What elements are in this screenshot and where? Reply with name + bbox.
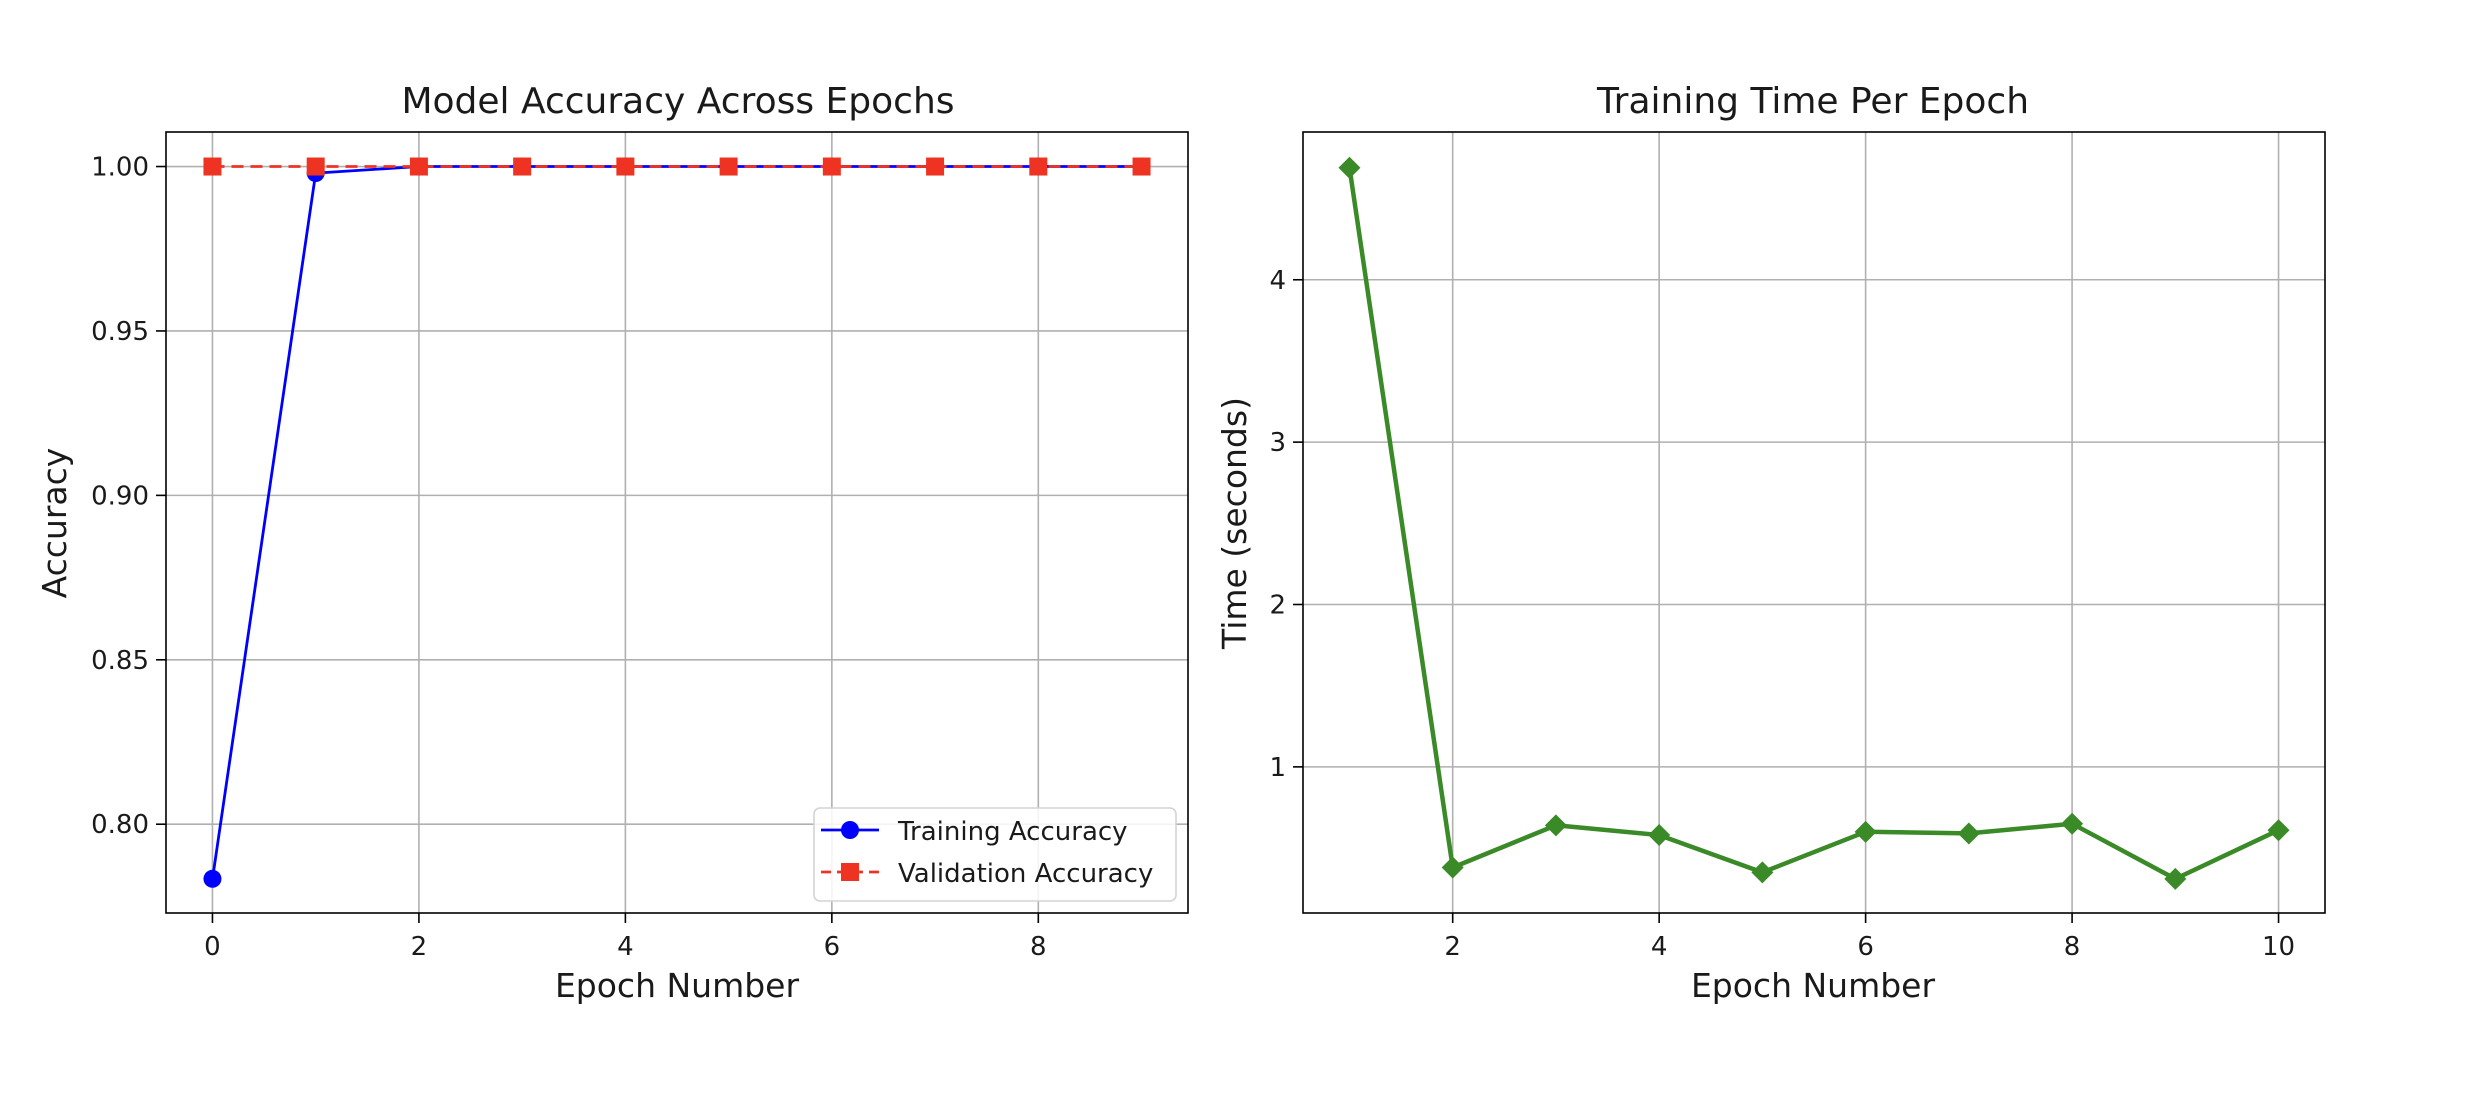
x-tick-label: 0 xyxy=(204,932,221,962)
data-point xyxy=(1029,157,1048,176)
y-tick-label: 0.95 xyxy=(91,317,149,347)
y-tick-label: 0.85 xyxy=(91,646,149,676)
x-tick-label: 8 xyxy=(2064,932,2081,962)
y-tick-label: 0.80 xyxy=(91,810,149,840)
x-tick-label: 4 xyxy=(617,932,634,962)
data-point xyxy=(409,157,428,176)
chart-title: Training Time Per Epoch xyxy=(1596,81,2029,122)
data-point xyxy=(2061,812,2084,835)
x-tick-label: 8 xyxy=(1030,932,1047,962)
x-tick-label: 2 xyxy=(411,932,428,962)
x-tick-label: 10 xyxy=(2262,932,2295,962)
data-point xyxy=(1132,157,1151,176)
ticks: 0 2 4 6 8 0.80 0.85 0.90 0.95 1.00 xyxy=(91,153,1046,962)
legend-marker-validation xyxy=(841,863,859,881)
legend: Training Accuracy Validation Accuracy xyxy=(813,807,1177,902)
series-layer xyxy=(1338,156,2290,890)
y-tick-label: 2 xyxy=(1269,590,1286,620)
plot-area xyxy=(165,131,1189,914)
x-tick-label: 2 xyxy=(1444,932,1461,962)
data-point xyxy=(1338,156,1361,179)
data-point xyxy=(2267,819,2290,842)
x-tick-label: 6 xyxy=(824,932,841,962)
data-point xyxy=(203,157,222,176)
y-tick-label: 1 xyxy=(1269,753,1286,783)
y-tick-label: 3 xyxy=(1269,428,1286,458)
plot-area xyxy=(1302,131,2326,914)
legend-label-training: Training Accuracy xyxy=(897,817,1128,847)
data-point xyxy=(513,157,532,176)
data-point xyxy=(203,869,222,888)
chart-title: Model Accuracy Across Epochs xyxy=(401,81,954,122)
y-tick-label: 0.90 xyxy=(91,481,149,511)
x-tick-label: 6 xyxy=(1857,932,1874,962)
series-layer xyxy=(203,157,1151,888)
data-point xyxy=(306,157,325,176)
data-point xyxy=(1648,824,1671,847)
legend-item-validation: Validation Accuracy xyxy=(821,859,1153,889)
data-point xyxy=(719,157,738,176)
legend-item-training: Training Accuracy xyxy=(821,817,1128,847)
legend-box xyxy=(813,807,1177,902)
y-axis-label: Time (seconds) xyxy=(1215,397,1254,650)
data-point xyxy=(2164,867,2187,890)
series-line-0 xyxy=(1347,167,2280,882)
grid xyxy=(1303,132,2325,913)
x-tick-label: 4 xyxy=(1651,932,1668,962)
y-tick-label: 1.00 xyxy=(91,153,149,183)
accuracy-chart: Model Accuracy Across Epochs 0 2 4 6 8 0.80 0.… xyxy=(35,81,1189,1005)
y-axis-label: Accuracy xyxy=(35,448,74,599)
series-line-0 xyxy=(211,165,1142,880)
legend-label-validation: Validation Accuracy xyxy=(898,859,1153,889)
data-point xyxy=(1751,861,1774,884)
x-axis-label: Epoch Number xyxy=(555,966,800,1005)
data-point xyxy=(1544,814,1567,837)
data-point xyxy=(1854,820,1877,843)
data-point xyxy=(616,157,635,176)
data-point xyxy=(926,157,945,176)
data-point xyxy=(1441,856,1464,879)
legend-marker-training xyxy=(841,821,859,839)
grid xyxy=(166,132,1188,913)
data-point xyxy=(822,157,841,176)
x-axis-label: Epoch Number xyxy=(1691,966,1936,1005)
data-point xyxy=(1957,822,1980,845)
y-tick-label: 4 xyxy=(1269,266,1286,296)
